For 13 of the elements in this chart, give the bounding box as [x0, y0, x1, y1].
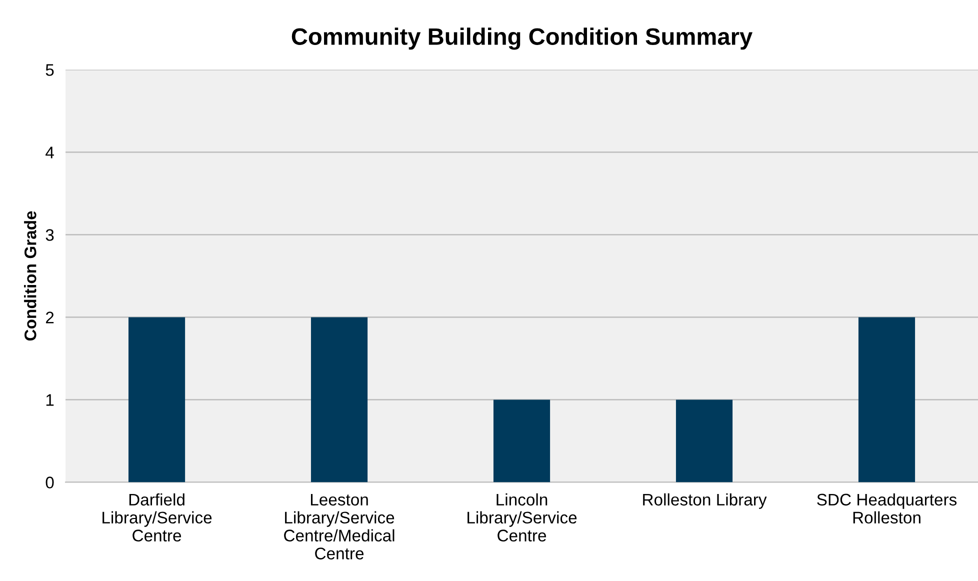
x-tick-label: SDC Headquarters Rolleston [817, 493, 957, 524]
x-tick-label: Lincoln Library/Service Centre [468, 493, 577, 542]
y-tick-label: 3 [46, 229, 54, 241]
y-axis-title: Condition Grade [24, 211, 36, 341]
x-tick-label: Rolleston Library [643, 493, 767, 509]
y-tick-label: 0 [46, 476, 54, 488]
chart-title: Community Building Condition Summary [292, 28, 753, 50]
x-tick-label: Darfield Library/Service Centre [102, 493, 212, 542]
y-tick-label: 2 [46, 312, 54, 324]
y-tick-label: 5 [46, 64, 54, 76]
y-tick-label: 1 [46, 394, 54, 406]
y-tick-label: 4 [46, 146, 54, 158]
x-tick-label: Leeston Library/Service Centre/Medical Centre [284, 494, 394, 560]
